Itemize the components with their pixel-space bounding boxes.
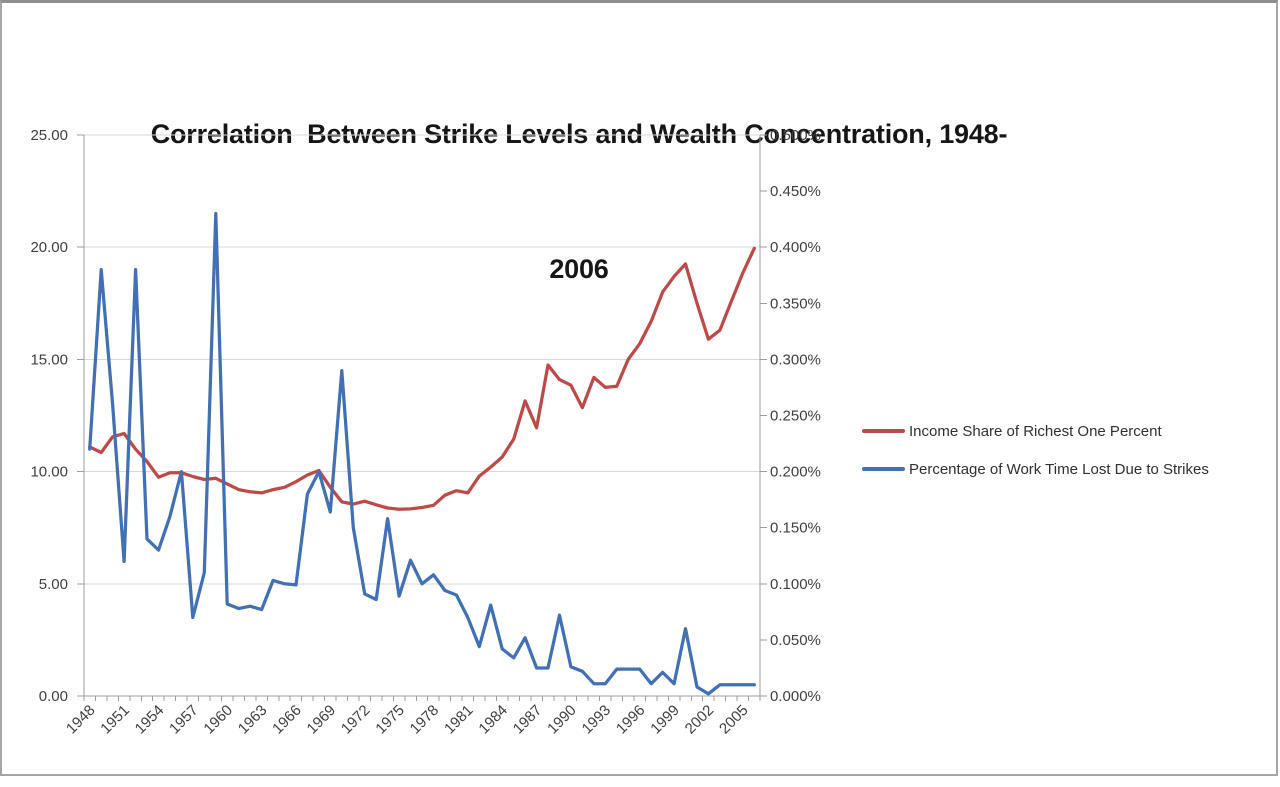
- x-axis-year-label: 1993: [579, 702, 615, 738]
- legend-label-strikes: Percentage of Work Time Lost Due to Stri…: [909, 460, 1209, 478]
- y-axis-left-label: 25.00: [30, 127, 68, 144]
- x-axis-year-label: 1996: [613, 702, 649, 738]
- y-axis-right-label: 0.050%: [770, 632, 821, 649]
- y-axis-left-label: 20.00: [30, 239, 68, 256]
- legend: Income Share of Richest One Percent Perc…: [862, 412, 1209, 488]
- x-axis-year-label: 1954: [132, 702, 168, 738]
- y-axis-right-label: 0.200%: [770, 464, 821, 481]
- x-axis-year-label: 1951: [97, 702, 133, 738]
- x-axis-year-label: 2002: [682, 702, 718, 738]
- y-axis-right-label: 0.300%: [770, 351, 821, 368]
- legend-line-swatch-income-share: [862, 429, 905, 433]
- y-axis-left-label: 5.00: [39, 576, 68, 593]
- x-axis-year-label: 2005: [716, 702, 752, 738]
- x-axis-year-label: 1975: [372, 702, 408, 738]
- chart-title: Correlation Between Strike Levels and We…: [0, 22, 1158, 337]
- x-axis-year-label: 1999: [647, 702, 683, 738]
- x-axis-year-label: 1984: [475, 702, 511, 738]
- y-axis-left-label: 0.00: [39, 688, 68, 705]
- legend-line-swatch-strikes: [862, 467, 905, 471]
- y-axis-right-label: 0.100%: [770, 576, 821, 593]
- legend-item-income-share: Income Share of Richest One Percent: [862, 412, 1209, 450]
- x-axis-year-label: 1963: [235, 702, 271, 738]
- chart-title-line1: Correlation Between Strike Levels and We…: [150, 119, 1008, 149]
- y-axis-right-label: 0.350%: [770, 295, 821, 312]
- y-axis-right-label: 0.450%: [770, 183, 821, 200]
- x-axis-year-label: 1981: [441, 702, 477, 738]
- y-axis-left-label: 10.00: [30, 464, 68, 481]
- chart-title-line2: 2006: [549, 254, 609, 284]
- y-axis-right-label: 0.150%: [770, 520, 821, 537]
- series-line-income-share: [88, 246, 756, 511]
- x-axis-year-label: 1969: [304, 702, 340, 738]
- legend-item-strikes: Percentage of Work Time Lost Due to Stri…: [862, 450, 1209, 488]
- x-axis-year-label: 1972: [338, 702, 374, 738]
- x-axis-year-label: 1978: [407, 702, 443, 738]
- y-axis-left-label: 15.00: [30, 351, 68, 368]
- y-axis-right-label: 0.250%: [770, 408, 821, 425]
- y-axis-right-label: 0.500%: [770, 127, 821, 144]
- y-axis-right-label: 0.400%: [770, 239, 821, 256]
- x-axis-year-label: 1966: [269, 702, 305, 738]
- x-axis-year-label: 1960: [200, 702, 236, 738]
- y-axis-right-label: 0.000%: [770, 688, 821, 705]
- x-axis-year-label: 1957: [166, 702, 202, 738]
- series-line-strikes: [88, 211, 756, 696]
- x-axis-year-label: 1990: [544, 702, 580, 738]
- x-axis-year-label: 1948: [63, 702, 99, 738]
- legend-label-income-share: Income Share of Richest One Percent: [909, 422, 1162, 440]
- x-axis-year-label: 1987: [510, 702, 546, 738]
